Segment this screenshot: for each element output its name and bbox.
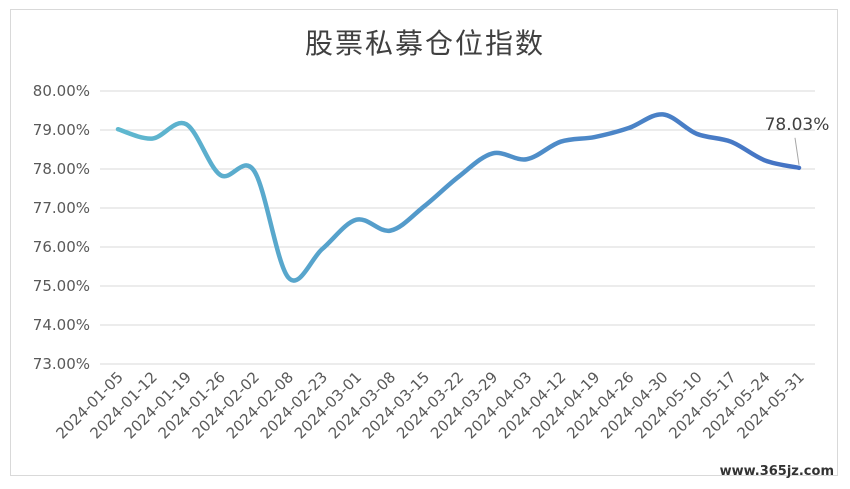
y-tick-label: 80.00%: [33, 82, 90, 100]
y-tick-label: 73.00%: [33, 355, 90, 373]
data-point: [797, 166, 801, 170]
data-point: [388, 229, 392, 233]
data-point: [252, 169, 256, 173]
y-tick-label: 78.00%: [33, 160, 90, 178]
data-point: [593, 135, 597, 139]
data-point: [559, 140, 563, 144]
watermark: www.365jz.com: [719, 464, 834, 479]
data-point: [150, 137, 154, 141]
data-point: [729, 140, 733, 144]
data-point: [286, 275, 290, 279]
y-tick-label: 76.00%: [33, 238, 90, 256]
y-tick-label: 74.00%: [33, 316, 90, 334]
chart-frame: [10, 9, 838, 476]
y-tick-label: 79.00%: [33, 121, 90, 139]
y-tick-label: 77.00%: [33, 199, 90, 217]
data-point: [184, 122, 188, 126]
data-point: [457, 175, 461, 179]
y-tick-label: 75.00%: [33, 277, 90, 295]
data-point: [695, 132, 699, 136]
data-point: [661, 112, 665, 116]
callout-leader: [794, 137, 800, 165]
series-line: [115, 112, 802, 283]
data-point: [763, 158, 767, 162]
data-point: [218, 173, 222, 177]
data-point: [627, 126, 631, 130]
data-point: [422, 204, 426, 208]
data-point: [525, 157, 529, 161]
data-point: [320, 247, 324, 251]
data-point: [354, 218, 358, 222]
data-point: [116, 127, 120, 131]
data-point: [491, 151, 495, 155]
last-value-label: 78.03%: [765, 115, 830, 135]
chart-title: 股票私募仓位指数: [304, 27, 545, 60]
